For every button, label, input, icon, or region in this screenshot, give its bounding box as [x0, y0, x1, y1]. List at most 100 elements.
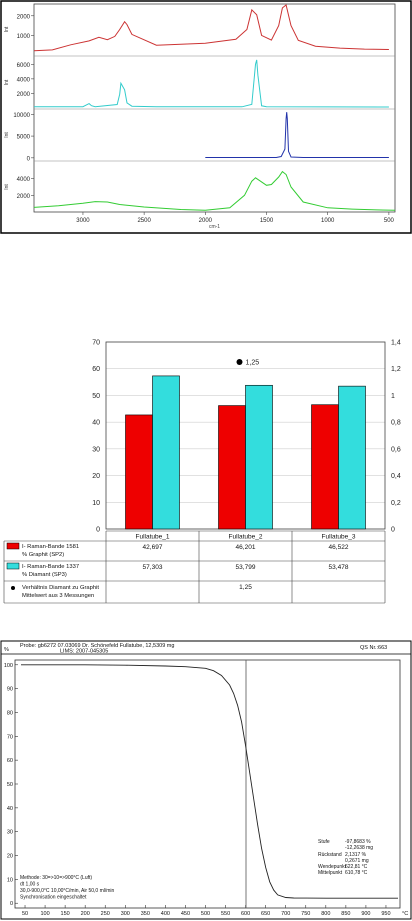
- x-tick-label: 900: [361, 911, 370, 917]
- result-label: Rückstand: [318, 852, 342, 858]
- plot-frame: [33, 3, 396, 213]
- x-tick-label: 300: [121, 911, 130, 917]
- result-label: Stufe: [318, 839, 330, 845]
- x-tick-label: 700: [281, 911, 290, 917]
- method-line: Methode: 30=>10=>900°C (Luft): [20, 875, 92, 881]
- x-tick-label: 2000: [199, 218, 213, 224]
- y-tick-label: 60: [7, 758, 13, 764]
- bar-graphit: [311, 404, 339, 530]
- method-line: Synchronisation eingeschaltet: [20, 895, 87, 901]
- x-tick-label: 450: [181, 911, 190, 917]
- legend-label: I- Raman-Bande 1337: [22, 564, 79, 570]
- x-tick-label: 650: [261, 911, 270, 917]
- y2-tick-label: 0,8: [391, 420, 401, 427]
- table-value: 53,799: [236, 564, 256, 571]
- x-tick-label: 500: [384, 218, 395, 224]
- y-tick-label: 20: [92, 473, 100, 480]
- category-label: Fullatube_3: [322, 534, 356, 541]
- y-axis-unit: Int: [4, 26, 10, 32]
- y-tick-label: 20: [7, 854, 13, 860]
- y-tick-label: 0: [27, 156, 31, 162]
- legend-label: % Diamant (SP3): [22, 572, 67, 578]
- legend-label: Mittelwert aus 3 Messungen: [22, 593, 94, 599]
- y-tick-label: 90: [7, 687, 13, 693]
- y-tick-label: 30: [7, 830, 13, 836]
- tga-mass-curve: [21, 664, 398, 899]
- y-tick-label: 10: [92, 500, 100, 507]
- y-tick-label: 1000: [17, 34, 31, 40]
- x-tick-label: 1500: [260, 218, 274, 224]
- x-tick-label: 150: [61, 911, 70, 917]
- y2-tick-label: 1: [391, 393, 395, 400]
- x-tick-label: 100: [40, 911, 49, 917]
- y-axis-unit: Int: [4, 79, 10, 85]
- x-tick-label: 200: [81, 911, 90, 917]
- bar-diamant: [338, 385, 366, 530]
- result-value: 0,2671 mg: [345, 858, 369, 864]
- tga-chart: Probe: gb6272 07.03069 Dr. Schönefeld Fu…: [0, 640, 412, 920]
- x-tick-label: 950: [381, 911, 390, 917]
- y2-tick-label: 0,4: [391, 473, 401, 480]
- x-tick-label: 500: [201, 911, 210, 917]
- header-line-1: Probe: gb6272 07.03069 Dr. Schönefeld Fu…: [20, 643, 174, 649]
- y-axis-unit: Int: [4, 132, 10, 138]
- y-tick-label: 2000: [17, 92, 31, 98]
- y-tick-label: 4000: [17, 177, 31, 183]
- spectrum-line-3: [205, 112, 389, 158]
- bar-graphit: [125, 414, 153, 530]
- bar-diamant: [245, 384, 273, 530]
- y-tick-label: 0: [10, 901, 13, 907]
- y-tick-label: 30: [92, 446, 100, 453]
- legend-swatch: [6, 562, 20, 570]
- spectrum-line-1: [33, 4, 389, 52]
- header-right: QS Nr.:663: [360, 645, 387, 651]
- y-tick-label: 80: [7, 710, 13, 716]
- y-tick-label: 2000: [17, 14, 31, 20]
- y-tick-label: 100: [4, 663, 13, 669]
- table-value: 46,201: [236, 544, 256, 551]
- ratio-point-label: 1,25: [246, 360, 260, 367]
- result-value: -97,8683 %: [345, 839, 371, 845]
- y-tick-label: 70: [92, 340, 100, 347]
- y-tick-label: 50: [92, 393, 100, 400]
- x-tick-label: 850: [341, 911, 350, 917]
- y-tick-label: 50: [7, 782, 13, 788]
- y-tick-label: 10: [7, 877, 13, 883]
- table-value: 42,697: [143, 544, 163, 551]
- x-tick-label: 250: [101, 911, 110, 917]
- y-tick-label: 40: [92, 420, 100, 427]
- x-tick-label: 3000: [76, 218, 90, 224]
- figure-frame: [0, 0, 412, 234]
- y-tick-label: 40: [7, 806, 13, 812]
- raman-ratio-bar-chart: 0 10 20 30 40 50 60 70 0 0,2 0,4 0,6 0,8 1 1,2 1,4 1,25 F…: [3, 340, 401, 604]
- y-axis-unit: Int: [4, 184, 10, 190]
- category-label: Fullatube_2: [229, 534, 263, 541]
- figure-frame: [0, 640, 412, 920]
- bar-diamant: [152, 375, 180, 530]
- result-value: 622,81 °C: [345, 864, 368, 870]
- y-tick-label: 6000: [17, 63, 31, 69]
- result-value: -12,2638 mg: [345, 845, 373, 851]
- ratio-point: [236, 359, 243, 366]
- x-tick-label: 550: [221, 911, 230, 917]
- y2-tick-label: 0: [391, 527, 395, 534]
- method-line: 30,0-900,0°C 10,00°C/min, Air 50,0 ml/mi…: [20, 888, 115, 894]
- header-line-2: LIMS: 2007-045305: [60, 649, 108, 655]
- table-value: 1,25: [239, 584, 252, 591]
- y2-tick-label: 0,2: [391, 500, 401, 507]
- x-tick-label: 50: [22, 911, 28, 917]
- plot-frame: [14, 659, 401, 909]
- y-tick-label: 0: [96, 527, 100, 534]
- y-tick-label: 10000: [13, 113, 30, 119]
- y-tick-label: 4000: [17, 77, 31, 83]
- legend-label: Verhältnis Diamant zu Graphit: [22, 585, 99, 591]
- y-tick-label: 2000: [17, 194, 31, 200]
- y-tick-label: 70: [7, 734, 13, 740]
- result-value: 2,1317 %: [345, 852, 367, 858]
- legend-label: I- Raman-Bande 1581: [22, 544, 79, 550]
- table-value: 57,303: [143, 564, 163, 571]
- category-label: Fullatube_1: [136, 534, 170, 541]
- legend-swatch: [6, 542, 20, 550]
- x-tick-label: 1000: [321, 218, 335, 224]
- table-value: 46,522: [329, 544, 349, 551]
